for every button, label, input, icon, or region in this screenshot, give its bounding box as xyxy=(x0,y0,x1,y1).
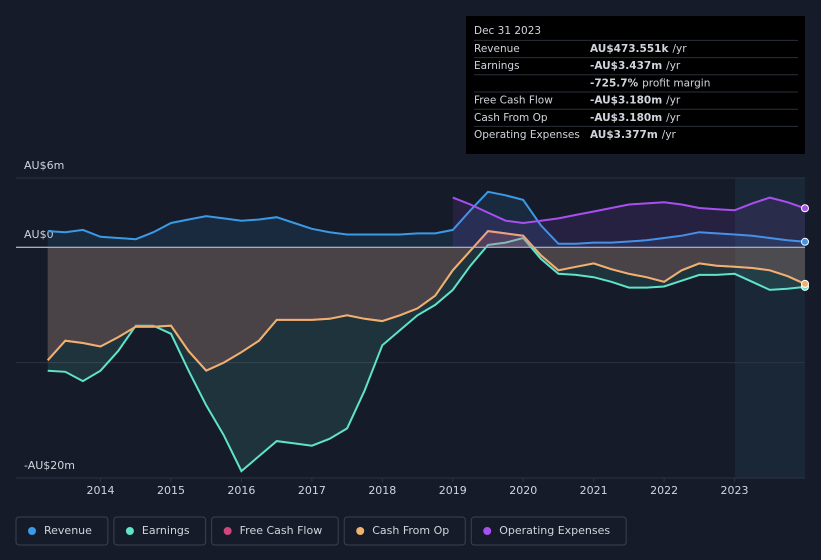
tooltip-label: Earnings xyxy=(474,60,520,72)
legend-item[interactable]: Operating Expenses xyxy=(470,516,627,546)
legend-label: Cash From Op xyxy=(372,524,449,537)
end-dot xyxy=(801,237,809,246)
y-tick-label: AU$6m xyxy=(24,159,64,172)
tooltip-label: Free Cash Flow xyxy=(474,95,553,107)
legend-swatch xyxy=(125,527,134,535)
end-dot xyxy=(801,279,809,288)
legend-box xyxy=(15,516,109,546)
x-tick-label: 2023 xyxy=(721,484,749,497)
series-line xyxy=(452,196,806,225)
series-area xyxy=(47,238,805,472)
legend-swatch xyxy=(28,527,36,535)
legend-swatch xyxy=(223,527,232,535)
tooltip-unit: /yr xyxy=(672,43,687,55)
series-line xyxy=(47,236,806,473)
tooltip-label: Cash From Op xyxy=(474,112,548,124)
tooltip-unit: /yr xyxy=(666,60,681,72)
legend-swatch xyxy=(356,527,365,535)
legend-label: Revenue xyxy=(44,524,92,537)
x-tick-label: 2014 xyxy=(87,484,115,497)
legend-item[interactable]: Free Cash Flow xyxy=(211,516,339,546)
tooltip-unit: /yr xyxy=(662,129,677,141)
forecast-band xyxy=(735,178,805,478)
legend-item[interactable]: Earnings xyxy=(113,516,207,546)
x-tick-label: 2015 xyxy=(157,484,185,497)
tooltip-date: Dec 31 2023 xyxy=(474,25,541,37)
legend-box xyxy=(113,516,207,546)
tooltip-value: -AU$3.180m xyxy=(590,95,662,107)
legend-swatch xyxy=(483,527,492,535)
legend-item[interactable]: Revenue xyxy=(15,516,109,546)
legend-box xyxy=(211,516,339,546)
y-tick-label: -AU$20m xyxy=(24,459,75,472)
series-area xyxy=(47,191,805,248)
legend-box xyxy=(343,516,466,546)
legend-item[interactable]: Cash From Op xyxy=(343,516,466,546)
legend-box xyxy=(470,516,627,546)
tooltip-value: -725.7% xyxy=(590,77,639,89)
tooltip-value: -AU$3.437m xyxy=(590,60,662,72)
tooltip-label: Revenue xyxy=(474,43,520,55)
series-line xyxy=(47,190,806,245)
series-line xyxy=(46,230,806,372)
x-tick-label: 2021 xyxy=(580,484,608,497)
legend-label: Free Cash Flow xyxy=(240,524,323,537)
tooltip-box xyxy=(466,16,805,154)
x-tick-label: 2022 xyxy=(650,484,678,497)
x-tick-label: 2018 xyxy=(368,484,396,497)
tooltip-unit: /yr xyxy=(666,112,681,124)
tooltip-label: Operating Expenses xyxy=(474,129,580,141)
legend-label: Operating Expenses xyxy=(499,524,610,537)
tooltip-unit: profit margin xyxy=(642,77,710,89)
x-tick-label: 2017 xyxy=(298,484,326,497)
tooltip-value: AU$473.551k xyxy=(590,43,669,55)
tooltip-value: AU$3.377m xyxy=(590,129,658,141)
end-dot xyxy=(801,204,809,213)
legend-label: Earnings xyxy=(142,524,190,537)
tooltip: Dec 31 2023 Revenue AU$473.551k/yr Earnings… xyxy=(466,16,805,154)
tooltip-unit: /yr xyxy=(666,95,681,107)
x-tick-label: 2020 xyxy=(509,484,537,497)
x-tick-label: 2019 xyxy=(439,484,467,497)
x-tick-label: 2016 xyxy=(227,484,255,497)
y-tick-label: AU$0 xyxy=(24,228,54,241)
tooltip-value: -AU$3.180m xyxy=(590,112,662,124)
